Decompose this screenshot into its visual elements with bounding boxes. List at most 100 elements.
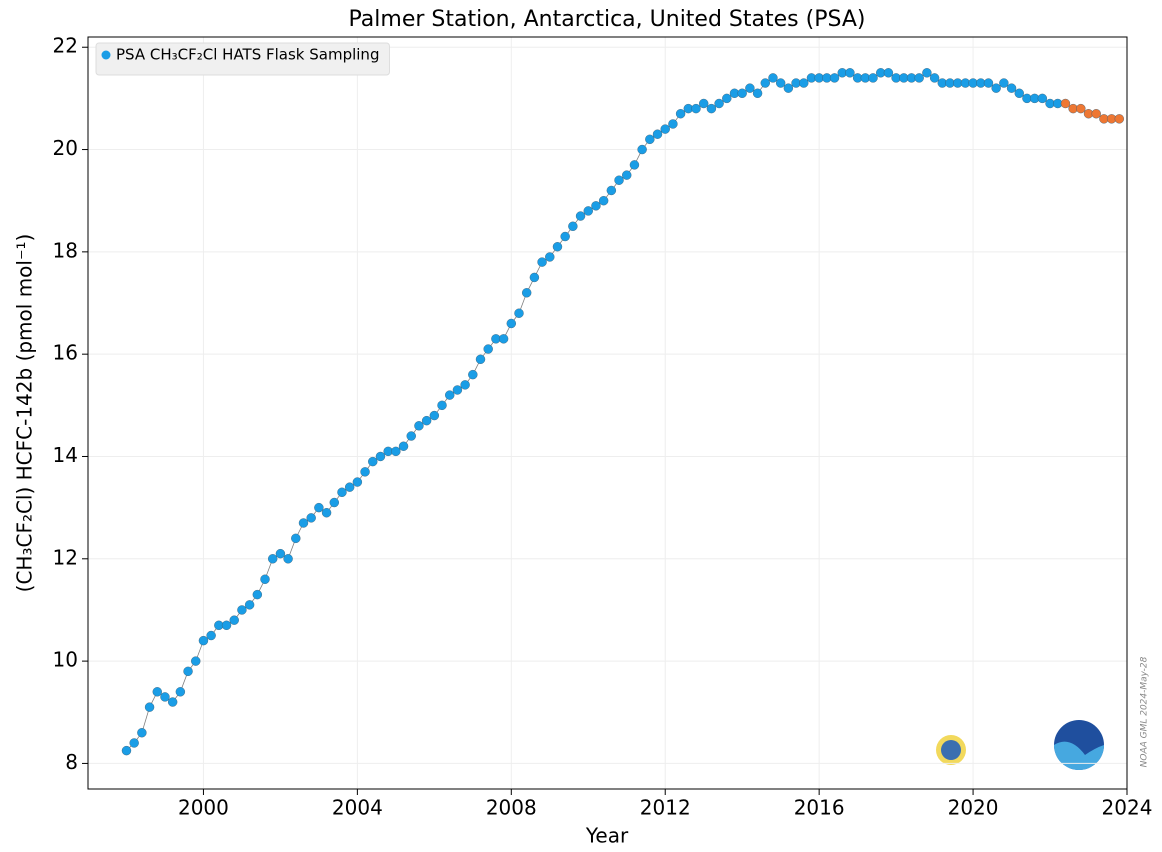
- x-tick-label: 2012: [640, 796, 691, 820]
- data-point: [768, 73, 778, 83]
- data-point: [868, 73, 878, 83]
- data-point: [221, 620, 232, 630]
- data-point: [568, 221, 578, 231]
- data-point: [268, 554, 278, 564]
- data-point: [1060, 98, 1071, 109]
- data-point: [475, 354, 486, 364]
- data-point: [1091, 109, 1101, 119]
- data-point: [337, 487, 347, 497]
- y-tick-label: 16: [53, 341, 78, 365]
- data-point: [406, 431, 416, 441]
- data-point: [622, 170, 632, 180]
- data-point: [398, 441, 409, 451]
- data-point: [260, 574, 270, 584]
- data-point: [560, 231, 570, 242]
- data-point: [575, 211, 586, 221]
- data-point: [598, 196, 609, 206]
- data-point: [922, 68, 932, 78]
- data-point: [483, 344, 493, 354]
- legend-box: [95, 42, 390, 76]
- data-point: [191, 656, 201, 666]
- data-point: [714, 98, 724, 109]
- x-tick-label: 2020: [948, 796, 999, 820]
- data-point: [783, 83, 794, 93]
- watermark: NOAA GML 2024-May-28: [1140, 656, 1150, 767]
- data-point: [344, 482, 355, 492]
- data-point: [745, 83, 755, 93]
- data-point: [545, 252, 555, 262]
- data-point: [167, 697, 178, 707]
- data-point: [1037, 93, 1048, 104]
- chart-title: Palmer Station, Antarctica, United State…: [349, 7, 866, 32]
- data-point: [637, 144, 647, 155]
- data-point: [321, 508, 332, 518]
- data-point: [883, 68, 894, 78]
- data-point: [244, 600, 255, 610]
- plot-frame: [87, 36, 1128, 790]
- data-point: [252, 589, 263, 600]
- data-point: [183, 666, 193, 677]
- data-point: [229, 615, 239, 625]
- data-point: [329, 497, 339, 508]
- data-point: [506, 318, 516, 329]
- data-point: [529, 272, 540, 283]
- x-tick-label: 2024: [1102, 796, 1153, 820]
- data-point: [752, 88, 763, 98]
- data-point: [983, 78, 994, 88]
- data-point: [645, 134, 655, 145]
- legend-marker: [101, 50, 111, 60]
- x-tick-label: 2008: [486, 796, 537, 820]
- data-point: [429, 410, 440, 421]
- data-point: [629, 160, 640, 170]
- data-point: [206, 630, 216, 641]
- y-tick-label: 12: [53, 545, 78, 569]
- data-point: [306, 513, 316, 523]
- data-point: [691, 103, 701, 114]
- data-point: [352, 477, 363, 487]
- data-point: [160, 692, 170, 702]
- noaa-logo: [1054, 720, 1104, 770]
- data-point: [468, 369, 478, 380]
- y-tick-label: 8: [65, 750, 78, 774]
- connector-line: [126, 72, 1058, 751]
- y-tick-label: 22: [53, 34, 78, 58]
- data-point: [660, 124, 670, 134]
- y-tick-label: 10: [53, 648, 78, 672]
- x-axis-label: Year: [585, 824, 629, 848]
- data-point: [175, 687, 186, 697]
- data-point: [198, 635, 209, 646]
- data-point: [699, 98, 709, 109]
- data-point: [375, 451, 386, 462]
- data-point: [1076, 103, 1086, 114]
- data-point: [137, 728, 147, 738]
- data-point: [144, 702, 155, 712]
- data-point: [237, 605, 247, 615]
- data-point: [421, 415, 432, 426]
- y-tick-label: 18: [53, 238, 78, 262]
- data-point: [1114, 114, 1125, 124]
- logo-center: [941, 740, 961, 760]
- data-point: [152, 687, 162, 697]
- data-point: [314, 502, 324, 513]
- data-point: [737, 88, 747, 98]
- data-point: [999, 78, 1009, 88]
- data-point: [914, 73, 924, 83]
- data-point: [668, 119, 678, 129]
- data-point: [722, 93, 732, 104]
- data-point: [368, 456, 378, 467]
- data-point: [552, 242, 563, 252]
- data-point: [991, 83, 1001, 93]
- data-point: [675, 109, 686, 119]
- data-point: [845, 68, 855, 78]
- data-point: [414, 421, 424, 431]
- data-point: [1014, 88, 1024, 98]
- data-point: [652, 129, 663, 139]
- legend: PSA CH₃CF₂Cl HATS Flask Sampling: [95, 42, 390, 76]
- y-axis-label: (CH₃CF₂Cl) HCFC-142b (pmol mol⁻¹): [13, 234, 37, 593]
- data-point: [437, 400, 447, 411]
- data-point: [283, 554, 293, 564]
- data-point: [498, 334, 509, 344]
- data-point: [614, 175, 624, 185]
- data-point: [606, 185, 617, 196]
